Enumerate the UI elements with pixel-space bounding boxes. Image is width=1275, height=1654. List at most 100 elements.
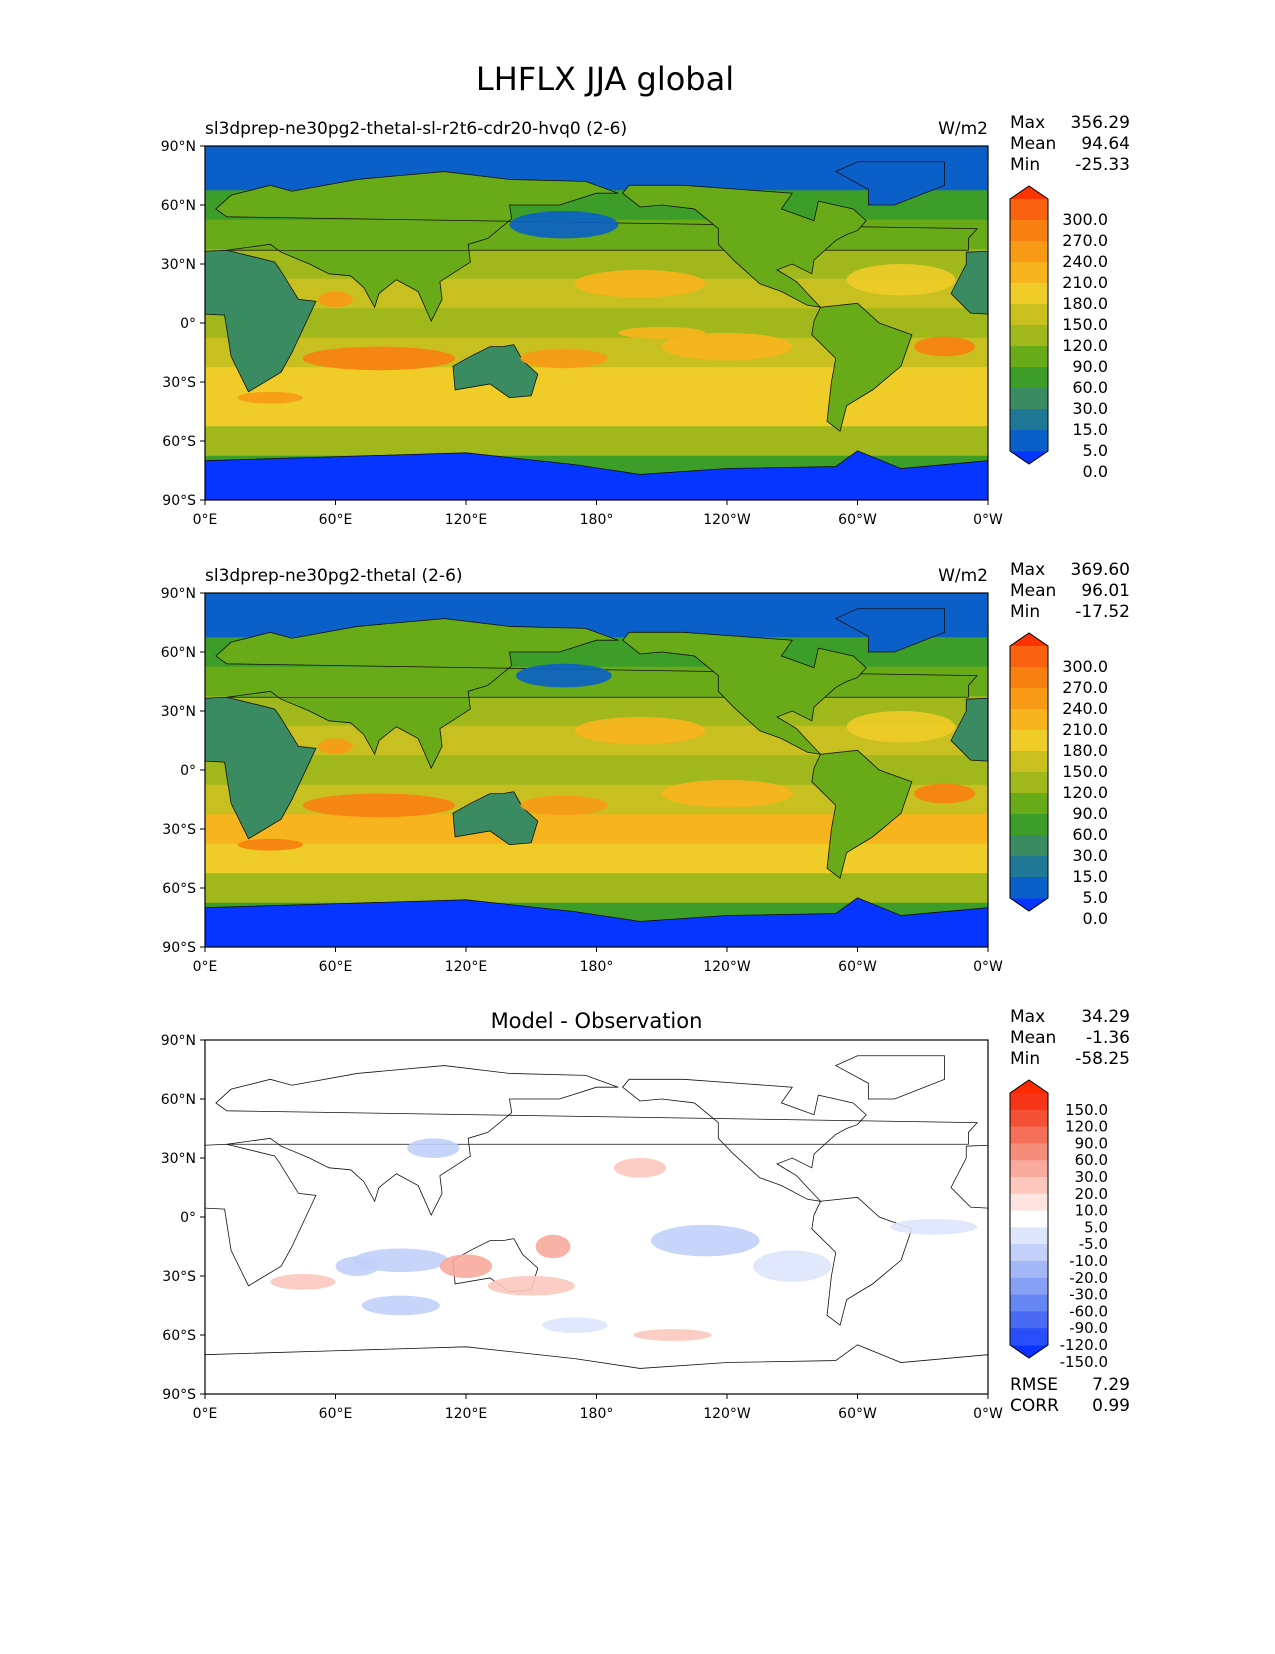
colorbar-arrow-top xyxy=(1010,1080,1048,1093)
x-tick-label: 120°W xyxy=(703,1406,751,1422)
colorbar-label: -5.0 xyxy=(1079,1235,1108,1253)
units-label: W/m2 xyxy=(938,119,988,139)
stat-value: 94.64 xyxy=(1081,134,1130,154)
x-tick-label: 60°W xyxy=(838,959,877,975)
continent-greenland xyxy=(53,162,162,205)
y-tick-label: 30°S xyxy=(162,822,196,838)
continent-eurasia xyxy=(215,1065,979,1216)
colorbar-segment xyxy=(1010,709,1048,731)
continent-eurasia xyxy=(215,618,979,769)
field-band xyxy=(205,426,988,457)
colorbar-arrow-top xyxy=(1010,633,1048,646)
colorbar: 150.0120.090.060.030.020.010.05.0-5.0-10… xyxy=(1009,1079,1108,1371)
metric-label: RMSE xyxy=(1010,1375,1058,1395)
continent-greenland xyxy=(834,1055,945,1100)
colorbar-label: 240.0 xyxy=(1062,252,1108,271)
field-feature xyxy=(846,711,956,743)
y-tick-label: 0° xyxy=(180,1210,196,1226)
colorbar-segment xyxy=(1010,1244,1048,1262)
stat-value: -25.33 xyxy=(1075,155,1130,175)
colorbar-segment xyxy=(1010,1277,1048,1296)
colorbar-segment xyxy=(1010,1328,1048,1346)
panel-title: sl3dprep-ne30pg2-thetal (2-6) xyxy=(205,566,463,586)
continent-australia xyxy=(1236,792,1275,845)
field-feature xyxy=(270,1274,336,1290)
stat-value: -58.25 xyxy=(1075,1049,1130,1069)
field-feature xyxy=(661,779,793,808)
field-band xyxy=(205,1084,988,1115)
colorbar-arrow-top xyxy=(1010,186,1048,199)
colorbar-label: 5.0 xyxy=(1083,441,1108,460)
colorbar-label: 60.0 xyxy=(1075,1151,1108,1169)
stat-label: Mean xyxy=(1010,581,1056,601)
continent-africa xyxy=(950,1144,988,1209)
field-feature xyxy=(574,716,706,745)
colorbar-segment xyxy=(1010,1109,1048,1128)
field-band xyxy=(205,396,988,428)
continent-africa xyxy=(950,250,988,315)
field-feature xyxy=(618,326,706,339)
colorbar-label: 180.0 xyxy=(1062,294,1108,313)
colorbar-segment xyxy=(1010,367,1048,389)
colorbar-segment xyxy=(1010,1261,1048,1279)
y-tick-label: 90°N xyxy=(161,586,196,602)
field-feature xyxy=(318,738,353,755)
colorbar-segment xyxy=(1010,346,1048,368)
field-feature xyxy=(650,1224,760,1257)
field-feature xyxy=(237,391,303,404)
colorbar-segment xyxy=(1010,856,1048,878)
continent-australia xyxy=(452,1238,539,1293)
x-tick-label: 180° xyxy=(580,1406,614,1422)
colorbar-arrow-bottom xyxy=(1010,898,1048,911)
x-tick-label: 120°W xyxy=(703,512,751,528)
x-tick-label: 0°W xyxy=(973,959,1003,975)
x-tick-label: 120°E xyxy=(445,1406,488,1422)
field-feature xyxy=(335,1256,379,1276)
continent-namerica xyxy=(622,184,867,308)
continent-eurasia xyxy=(0,172,194,321)
colorbar-segment xyxy=(1010,199,1048,221)
metric-value: 7.29 xyxy=(1092,1375,1130,1395)
colorbar-outline xyxy=(1009,1079,1049,1359)
continent-australia xyxy=(1236,345,1275,398)
panel-title: Model - Observation xyxy=(491,1009,703,1033)
continent-namerica xyxy=(622,631,867,755)
continent-namerica xyxy=(0,1079,83,1201)
stat-label: Mean xyxy=(1010,1028,1056,1048)
x-tick-label: 60°E xyxy=(319,1406,353,1422)
continent-samerica xyxy=(29,303,129,431)
colorbar-arrow-bottom xyxy=(1010,1345,1048,1358)
colorbar-segment xyxy=(1010,283,1048,305)
map-field xyxy=(0,146,1275,500)
field-feature xyxy=(542,1317,608,1334)
colorbar-label: 10.0 xyxy=(1075,1202,1108,1220)
field-band xyxy=(205,873,988,904)
field-feature xyxy=(361,1295,440,1316)
continent-samerica xyxy=(811,749,913,879)
map-panel-3: 0°E 60°E 120°E 180° 120°W 60°W 0°W 90°N 60°N 30°N… xyxy=(0,1007,1130,1422)
colorbar-label: 240.0 xyxy=(1062,699,1108,718)
field-band xyxy=(205,1040,988,1056)
field-band xyxy=(205,1113,988,1145)
field-feature xyxy=(439,1254,493,1278)
field-feature xyxy=(535,1234,571,1259)
colorbar-segment xyxy=(1010,241,1048,263)
x-tick-label: 60°E xyxy=(319,959,353,975)
field-feature xyxy=(914,336,975,357)
x-tick-label: 0°E xyxy=(193,512,218,528)
colorbar-segment xyxy=(1010,1093,1048,1111)
field-band xyxy=(205,1290,988,1322)
field-feature xyxy=(574,269,706,298)
stat-label: Max xyxy=(1010,560,1045,580)
y-tick-label: 60°N xyxy=(161,645,196,661)
y-tick-label: 0° xyxy=(180,763,196,779)
x-tick-label: 120°E xyxy=(445,512,488,528)
field-band xyxy=(205,1202,988,1233)
stat-label: Min xyxy=(1010,155,1040,175)
colorbar-segment xyxy=(1010,667,1048,689)
field-band xyxy=(205,843,988,875)
colorbar-segment xyxy=(1010,325,1048,347)
continent-samerica xyxy=(29,1197,129,1325)
stat-value: 96.01 xyxy=(1081,581,1130,601)
